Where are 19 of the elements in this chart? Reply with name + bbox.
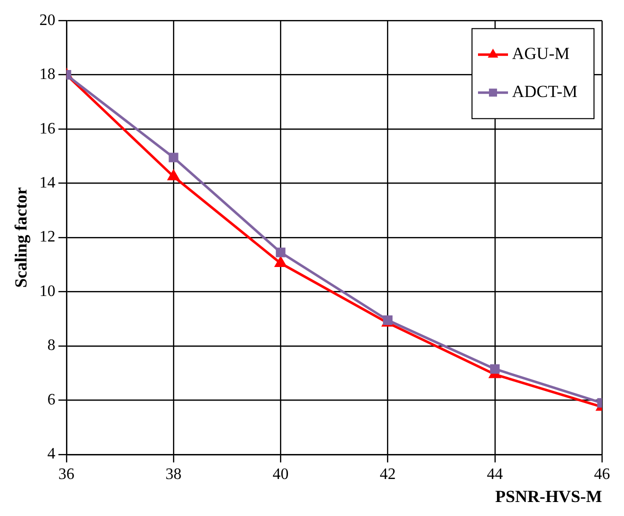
legend-label: AGU-M — [512, 44, 570, 64]
y-tick-label: 18 — [39, 66, 56, 84]
y-tick-label: 16 — [39, 120, 56, 138]
y-tick-label: 4 — [47, 446, 56, 463]
legend-label: ADCT-M — [512, 82, 578, 102]
x-tick-label: 44 — [486, 466, 503, 484]
y-axis-title: Scaling factor — [12, 186, 31, 288]
y-tick-label: 12 — [39, 228, 56, 246]
x-tick-label: 40 — [272, 466, 289, 484]
x-tick-label: 42 — [380, 466, 396, 484]
y-tick-label: 14 — [39, 174, 56, 192]
x-tick-label: 38 — [166, 466, 182, 484]
y-tick-label: 8 — [47, 337, 56, 354]
y-tick-label: 20 — [39, 12, 56, 29]
y-tick-label: 6 — [47, 391, 56, 408]
x-tick-label: 36 — [58, 466, 74, 484]
y-tick-label: 10 — [39, 282, 56, 300]
x-axis-title: PSNR-HVS-M — [495, 487, 602, 506]
x-tick-label: 46 — [594, 466, 610, 484]
